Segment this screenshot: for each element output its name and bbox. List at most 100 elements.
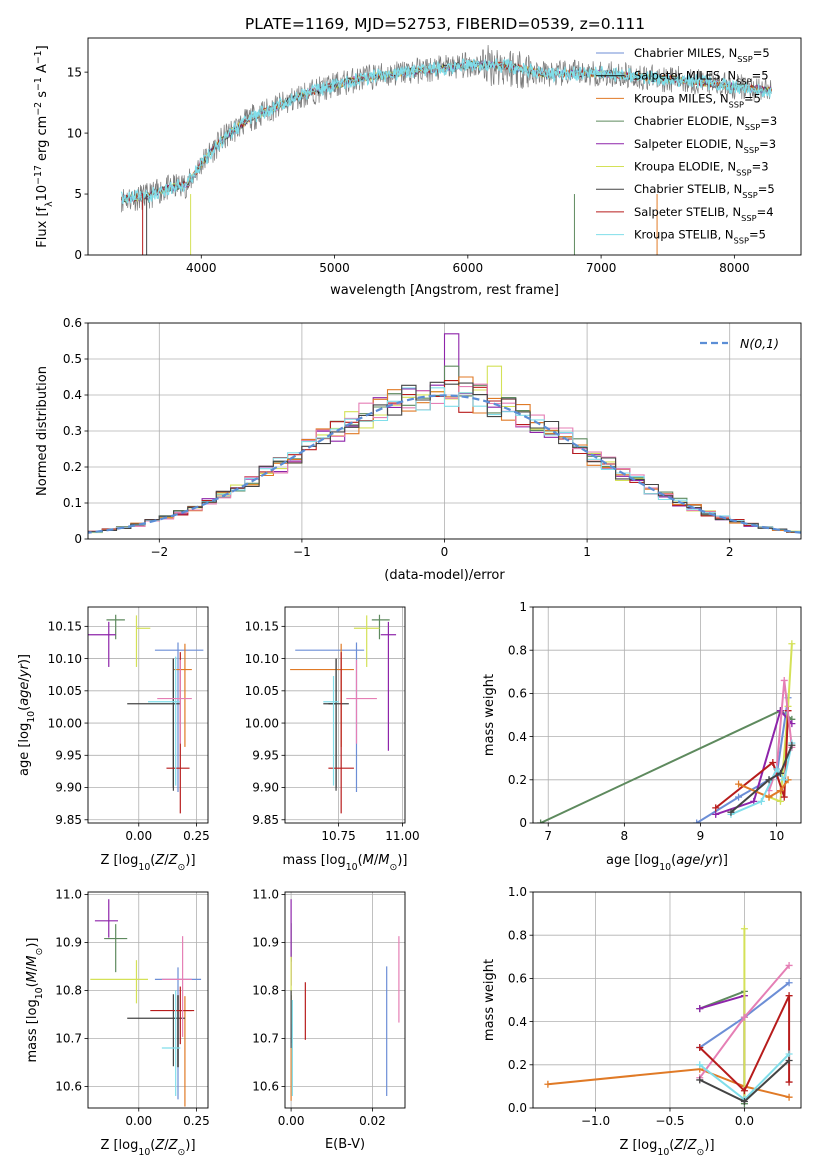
x-tick-label: 6000 [453,261,484,275]
errorbar-point [94,899,118,938]
x-axis-label: Z [log10(Z/Z⊙)] [619,1138,714,1158]
y-tick-label: 5 [74,187,82,201]
x-axis-label: mass [log10(M/M⊙)] [283,853,408,873]
x-axis-label: Z [log10(Z/Z⊙)] [100,853,195,873]
weight-marker [769,759,777,767]
y-tick-label: 0.5 [63,352,82,366]
errorbar-point [371,614,390,640]
x-tick-label: 11.00 [385,829,419,843]
y-tick-label: 0 [74,248,82,262]
y-tick-label: 10.7 [55,1032,82,1046]
weight-marker [776,797,784,805]
legend-label: N(0,1) [740,336,779,351]
y-tick-label: 0 [74,532,82,546]
panel-spectrum: 4000 5000 6000 7000 8000 0 5 10 15 Chabrier MILES… [33,37,802,298]
weight-marker [785,1050,793,1058]
y-tick-label: 11.0 [252,888,279,902]
weight-marker [696,1005,704,1013]
axes-frame [87,606,209,824]
y-tick-label: 15 [67,65,82,79]
x-tick-label: 1 [583,545,591,559]
errorbar-point [173,643,192,747]
plot-area [533,892,801,1108]
y-tick-label: 0.2 [508,773,527,787]
panel-mass_vs_EBV: 0.00 0.02 10.6 10.7 10.8 10.9 11.0 [252,888,406,1128]
weight-marker [785,1093,793,1101]
weight-marker [735,793,743,801]
x-tick-label: 0.00 [125,1114,152,1128]
weight-marker [765,793,773,801]
y-axis-label: mass weight [482,959,497,1041]
x-tick-label: 0.00 [278,1114,305,1128]
errorbar-point [157,659,192,744]
weight-marker [776,787,784,795]
axes-frame [532,606,802,824]
weight-marker [757,797,765,805]
legend-label: Chabrier ELODIE, NSSP=3 [634,114,777,132]
histogram-series [88,333,801,533]
plot-area [88,607,208,823]
panel-residuals: −2 −1 0 1 2 0 0.1 0.2 0.3 0.4 0.5 0.6 N(0,1) (data-mo… [35,316,802,583]
weight-series [768,643,793,803]
weight-marker [785,1078,793,1086]
x-tick-label: −1 [293,545,311,559]
y-tick-label: 10.00 [245,716,279,730]
x-tick-label: 10.75 [321,829,355,843]
axes-frame [87,891,209,1109]
panel-mass_vs_Z: 0.00 0.25 10.6 10.7 10.8 10.9 11.0 Z [log10(Z/Z… [25,888,210,1158]
legend-label: Salpeter MILES, NSSP=5 [634,69,769,87]
x-tick-label: 4000 [186,261,217,275]
y-tick-label: 0.1 [63,496,82,510]
weight-marker [776,769,784,777]
y-axis-label: age [log10(age/yr)] [17,654,37,776]
y-tick-label: 0.2 [508,1058,527,1072]
errorbar-point [148,656,181,786]
errorbar-point [328,652,354,814]
x-axis-label: wavelength [Angstrom, rest frame] [330,283,559,298]
plot-area [533,607,801,823]
x-axis-label: Z [log10(Z/Z⊙)] [100,1138,195,1158]
legend-label: Kroupa MILES, NSSP=5 [634,91,761,109]
weight-marker [773,765,781,773]
weight-series [699,995,791,1093]
gaussian-curve [88,394,801,534]
y-tick-label: 10.00 [48,716,82,730]
histogram-series [88,387,801,533]
y-tick-label: 10.15 [245,620,279,634]
weight-marker [785,961,793,969]
y-tick-label: 10.10 [245,652,279,666]
y-tick-label: 10.15 [48,620,82,634]
y-tick-label: 0.6 [508,972,527,986]
weight-marker [693,819,701,823]
panel-massweight_vs_Z: −1.0 −0.5 0.0 0.0 0.2 0.4 0.6 0.8 1.0 Z [log10(Z/… [482,885,802,1158]
x-tick-label: 0 [441,545,449,559]
weight-marker [788,640,796,648]
x-tick-label: −2 [150,545,168,559]
x-tick-label: 0.25 [183,1114,210,1128]
weight-marker [740,925,748,933]
x-tick-label: 5000 [319,261,350,275]
x-tick-label: 7000 [586,261,617,275]
y-tick-label: 11.0 [55,888,82,902]
legend-label: Chabrier MILES, NSSP=5 [634,46,770,64]
legend-label: Kroupa STELIB, NSSP=5 [634,228,766,246]
x-tick-label: 10 [769,829,784,843]
x-axis-label: E(B-V) [325,1137,365,1152]
weight-marker [544,1080,552,1088]
errorbar-point [380,621,397,751]
x-tick-label: 9 [697,829,705,843]
errorbar-point [90,960,148,1004]
x-tick-label: 8000 [719,261,750,275]
y-tick-label: 10.9 [55,936,82,950]
weight-marker [735,780,743,788]
weight-series [738,779,789,799]
y-axis-label: mass [log10(M/M⊙)] [25,938,45,1063]
weight-marker [712,810,720,818]
x-axis-label: age [log10(age/yr)] [606,853,728,873]
model-spectrum-top [120,57,772,205]
y-tick-label: 0.4 [508,1015,527,1029]
axes-frame [284,606,406,824]
y-tick-label: 0.3 [63,424,82,438]
y-tick-label: 9.85 [55,813,82,827]
y-tick-label: 10.05 [48,684,82,698]
